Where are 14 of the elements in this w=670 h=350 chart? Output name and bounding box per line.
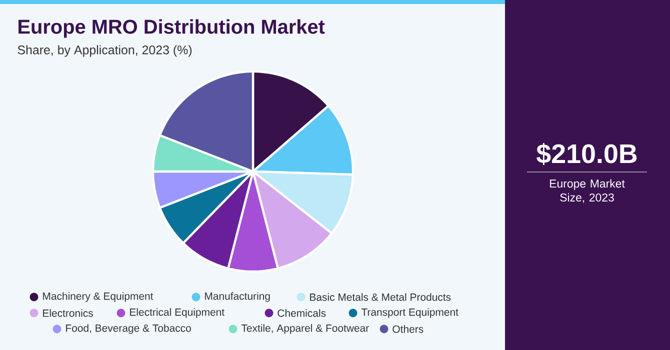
legend-label: Manufacturing xyxy=(205,292,270,302)
legend-label: Chemicals xyxy=(278,309,326,317)
legend-label: Food, Beverage & Tobacco xyxy=(66,324,191,334)
legend-label: Electronics xyxy=(43,309,93,317)
chart-subtitle: Share, by Application, 2023 (%) xyxy=(18,45,192,57)
legend-label: Machinery & Equipment xyxy=(43,292,154,302)
legend-label: Others xyxy=(392,325,424,333)
chart-title: Europe MRO Distribution Market xyxy=(18,19,325,38)
legend-label: Textile, Apparel & Footwear xyxy=(241,324,369,334)
text: $210.0B xyxy=(536,143,637,165)
legend-label: Basic Metals & Metal Products xyxy=(310,293,451,301)
legend-label: Transport Equipment xyxy=(361,308,458,318)
text: Europe Market Size, 2023 xyxy=(550,179,625,203)
legend-label: Electrical Equipment xyxy=(130,308,224,318)
